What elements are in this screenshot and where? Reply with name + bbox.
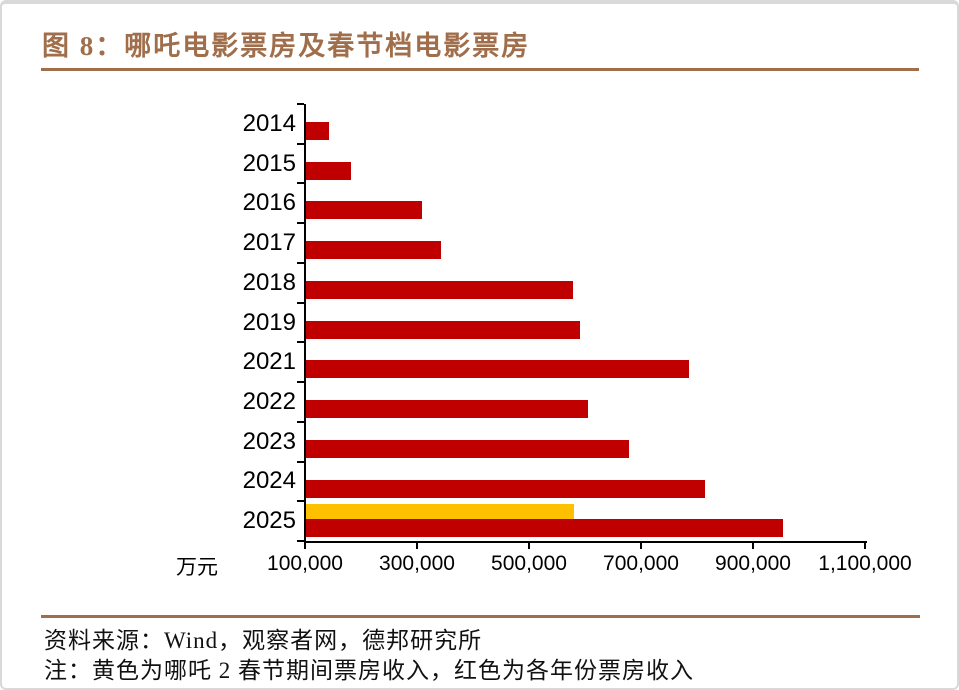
chart-plot-area: 100,000 300,000 500,000 700,000 900,000 1,100… — [2, 4, 957, 688]
y-axis-tick — [297, 182, 304, 185]
title-underline — [41, 68, 919, 71]
bar-annual-boxoffice-2022 — [306, 400, 589, 419]
y-axis-label-2025: 2025 — [242, 507, 296, 535]
y-axis-label-2018: 2018 — [242, 268, 296, 296]
value-axis-unit-label: 万元 — [176, 555, 218, 579]
y-axis-line — [304, 104, 306, 543]
bar-annual-boxoffice-2019 — [306, 320, 580, 339]
bar-annual-boxoffice-2018 — [306, 280, 574, 299]
y-axis-tick — [297, 301, 304, 304]
y-axis-label-2023: 2023 — [242, 427, 296, 455]
bar-annual-boxoffice-2025 — [306, 519, 783, 538]
x-axis-line — [304, 541, 867, 543]
y-axis-label-2016: 2016 — [242, 189, 296, 217]
x-axis-tick — [864, 541, 866, 549]
y-axis-label-2019: 2019 — [242, 308, 296, 336]
y-axis-label-2022: 2022 — [242, 387, 296, 415]
y-axis-tick — [297, 460, 304, 463]
figure-title: 图 8：哪吒电影票房及春节档电影票房 — [42, 31, 531, 61]
x-axis-tick-label: 900,000 — [715, 552, 791, 575]
bar-annual-boxoffice-2023 — [306, 439, 629, 458]
footer-divider — [41, 615, 920, 618]
x-axis-tick — [304, 541, 306, 549]
bar-annual-boxoffice-2016 — [306, 201, 423, 220]
y-axis-label-2015: 2015 — [242, 149, 296, 177]
bar-annual-boxoffice-2024 — [306, 479, 705, 498]
bar-annual-boxoffice-2015 — [306, 161, 352, 180]
x-axis-tick-label: 100,000 — [267, 552, 343, 575]
x-axis-tick-label: 500,000 — [491, 552, 567, 575]
bar-annual-boxoffice-2014 — [306, 122, 329, 140]
x-axis-tick — [416, 541, 418, 549]
x-axis-tick — [528, 541, 530, 549]
y-axis-tick — [297, 261, 304, 264]
y-axis-tick — [297, 500, 304, 503]
y-axis-tick — [297, 540, 304, 542]
x-axis-tick-label: 700,000 — [603, 552, 679, 575]
y-axis-tick — [297, 341, 304, 344]
y-axis-tick — [297, 103, 304, 105]
y-axis-label-2021: 2021 — [242, 348, 296, 376]
y-axis-tick — [297, 142, 304, 145]
y-axis-label-2024: 2024 — [242, 467, 296, 495]
x-axis-tick — [640, 541, 642, 549]
x-axis-tick — [752, 541, 754, 549]
bar-annual-boxoffice-2017 — [306, 241, 441, 260]
x-axis-tick-label: 1,100,000 — [818, 552, 912, 575]
legend-color-note: 注：黄色为哪吒 2 春节期间票房收入，红色为各年份票房收入 — [44, 658, 694, 683]
y-axis-tick — [297, 222, 304, 225]
bar-annual-boxoffice-2021 — [306, 360, 690, 379]
x-axis-tick-label: 300,000 — [379, 552, 455, 575]
source-note: 资料来源：Wind，观察者网，德邦研究所 — [44, 628, 483, 653]
y-axis-label-2014: 2014 — [242, 109, 296, 137]
bar-nezha2-springfestival-2025 — [306, 504, 574, 520]
y-axis-tick — [297, 381, 304, 384]
y-axis-tick — [297, 420, 304, 423]
y-axis-label-2017: 2017 — [242, 229, 296, 257]
